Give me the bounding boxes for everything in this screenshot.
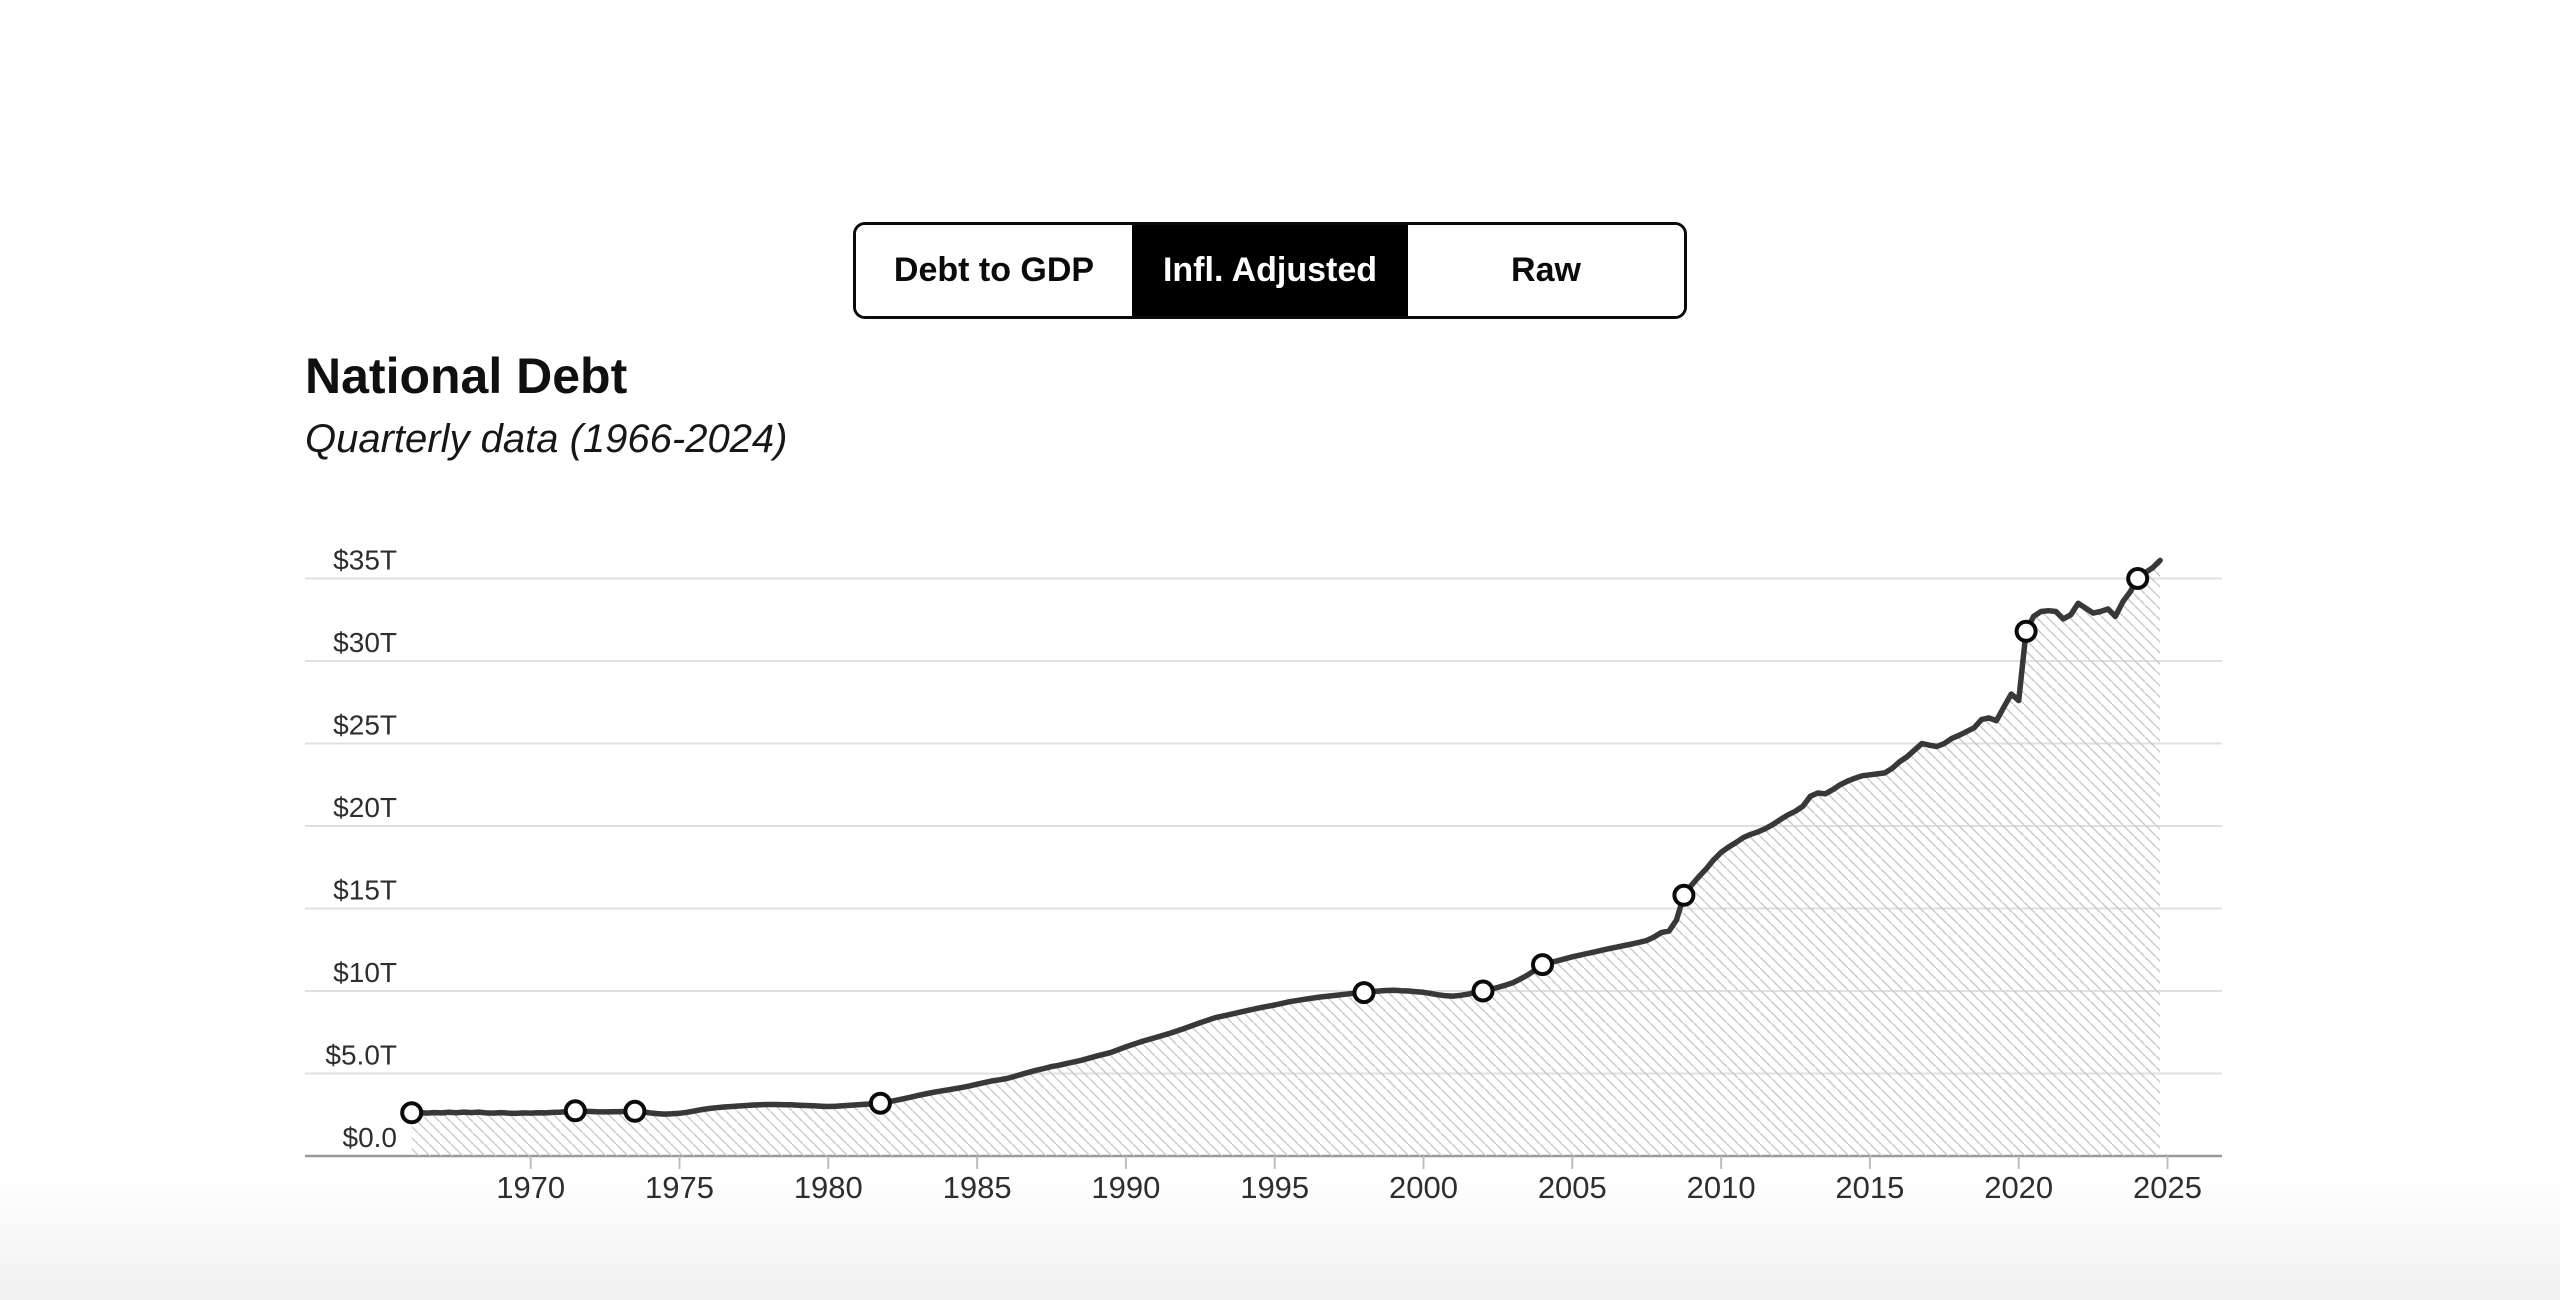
view-toggle-group: Debt to GDP Infl. Adjusted Raw bbox=[853, 222, 1687, 319]
tab-raw[interactable]: Raw bbox=[1408, 225, 1684, 316]
y-axis-label: $15T bbox=[333, 875, 397, 906]
data-point-marker[interactable] bbox=[1471, 979, 1495, 1003]
y-axis-label: $5.0T bbox=[325, 1040, 397, 1071]
y-axis-label: $20T bbox=[333, 792, 397, 823]
data-point-markers bbox=[400, 567, 2150, 1125]
x-axis-label: 1975 bbox=[645, 1170, 714, 1205]
page-title: National Debt bbox=[305, 348, 628, 404]
chart-header: National Debt Quarterly data (1966-2024) bbox=[305, 351, 788, 459]
x-axis-label: 1995 bbox=[1240, 1170, 1309, 1205]
tab-inflation-adjusted[interactable]: Infl. Adjusted bbox=[1132, 225, 1408, 316]
x-axis-label: 1970 bbox=[496, 1170, 565, 1205]
data-point-marker[interactable] bbox=[1531, 953, 1554, 977]
data-point-marker[interactable] bbox=[563, 1099, 587, 1123]
x-axis-label: 2015 bbox=[1835, 1170, 1904, 1205]
y-axis-label: $10T bbox=[333, 957, 397, 988]
y-axis-label: $35T bbox=[333, 545, 397, 576]
data-point-marker[interactable] bbox=[623, 1099, 647, 1123]
x-axis-label: 2025 bbox=[2133, 1170, 2202, 1205]
data-point-marker[interactable] bbox=[868, 1091, 892, 1115]
x-axis-label: 1985 bbox=[943, 1170, 1012, 1205]
data-point-marker[interactable] bbox=[1352, 981, 1376, 1005]
x-axis-label: 2000 bbox=[1389, 1170, 1458, 1205]
x-axis-label: 2010 bbox=[1687, 1170, 1756, 1205]
data-point-marker[interactable] bbox=[2014, 619, 2038, 643]
data-point-marker[interactable] bbox=[1672, 883, 1696, 907]
x-axis-label: 1990 bbox=[1091, 1170, 1160, 1205]
y-axis-label: $25T bbox=[333, 710, 397, 741]
x-axis: 1970 1975 1980 1985 1990 1995 2000 2005 2010 2015… bbox=[496, 1156, 2202, 1205]
y-axis-label: $0.0 bbox=[343, 1122, 398, 1153]
data-point-marker[interactable] bbox=[2126, 567, 2150, 590]
x-axis-label: 1980 bbox=[794, 1170, 863, 1205]
x-axis-label: 2005 bbox=[1538, 1170, 1607, 1205]
page-subtitle: Quarterly data (1966-2024) bbox=[305, 417, 788, 461]
data-point-marker[interactable] bbox=[400, 1101, 424, 1125]
x-axis-label: 2020 bbox=[1984, 1170, 2053, 1205]
y-axis-label: $30T bbox=[333, 627, 397, 658]
tab-debt-to-gdp[interactable]: Debt to GDP bbox=[856, 225, 1132, 316]
debt-area-fill bbox=[411, 560, 2161, 1156]
